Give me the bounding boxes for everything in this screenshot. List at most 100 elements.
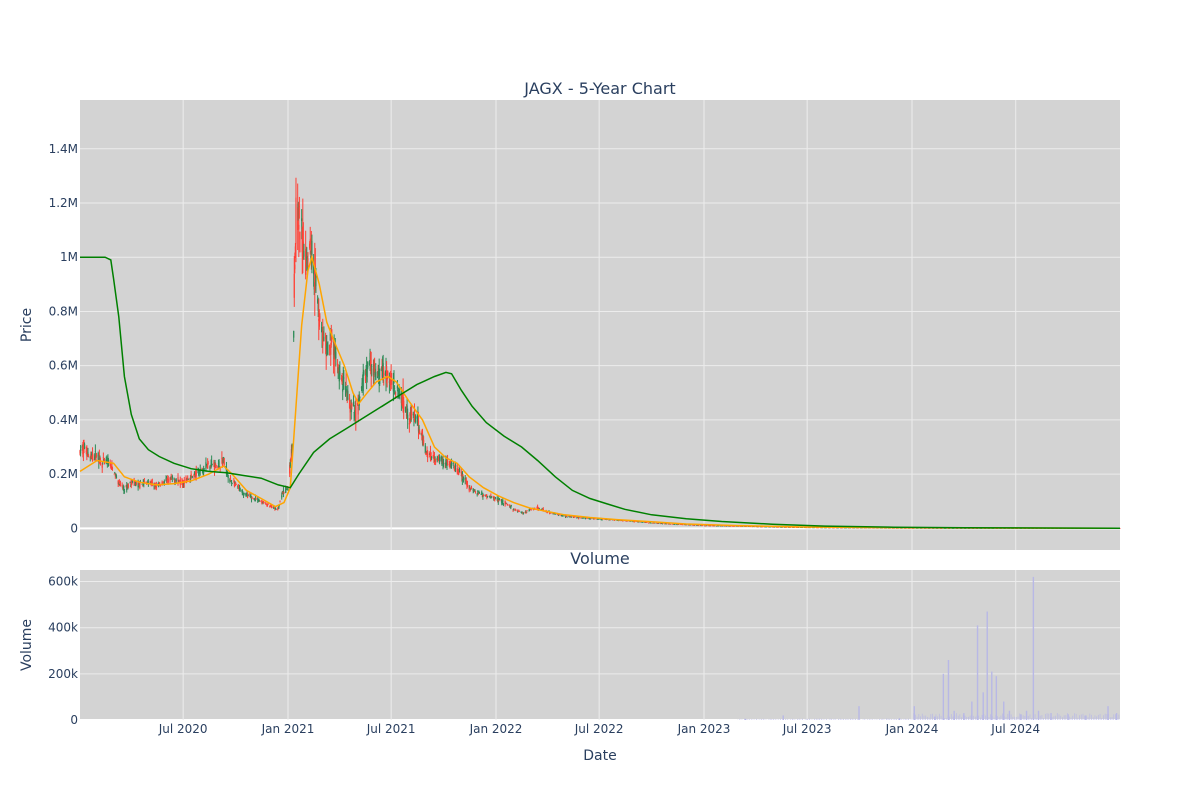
candlestick-body	[211, 462, 212, 463]
volume-bar	[946, 718, 947, 720]
volume-bar	[1098, 715, 1099, 720]
volume-bar	[864, 719, 865, 720]
x-tick-label: Jul 2020	[158, 722, 208, 736]
candlestick-body	[251, 497, 252, 498]
volume-bar	[1064, 715, 1065, 720]
volume-bar	[763, 719, 764, 720]
price-y-tick-label: 0	[70, 521, 78, 535]
volume-bar	[929, 718, 930, 720]
candlestick-body	[662, 523, 663, 524]
candlestick-body	[84, 444, 85, 448]
volume-bar	[1011, 714, 1012, 720]
price-y-tick-label: 1M	[60, 250, 78, 264]
candlestick-body	[622, 521, 623, 522]
volume-bar	[1014, 717, 1015, 720]
candlestick-body	[337, 364, 338, 365]
volume-bar	[936, 714, 937, 720]
volume-y-tick-label: 200k	[48, 667, 78, 681]
candlestick-body	[221, 458, 222, 459]
volume-y-axis-title: Volume	[19, 619, 35, 671]
volume-bar	[857, 719, 858, 720]
volume-bar	[1118, 715, 1119, 720]
volume-bar	[739, 719, 740, 720]
candlestick-body	[365, 376, 366, 380]
volume-bar	[855, 719, 856, 720]
volume-bar	[918, 714, 919, 720]
candlestick-body	[218, 461, 219, 466]
candlestick-body	[519, 511, 520, 512]
candlestick-body	[511, 506, 512, 507]
volume-bar	[1077, 718, 1078, 720]
candlestick-body	[248, 495, 249, 496]
candlestick-body	[583, 517, 584, 518]
volume-bar	[848, 719, 849, 720]
candlestick-body	[132, 481, 133, 482]
volume-bar	[987, 612, 988, 720]
candlestick-body	[481, 492, 482, 495]
candlestick-body	[514, 509, 515, 510]
volume-bar	[943, 674, 944, 720]
volume-bar	[1086, 716, 1087, 720]
candlestick-body	[168, 479, 169, 483]
volume-bar	[824, 719, 825, 720]
volume-bar	[917, 717, 918, 720]
volume-bar	[1028, 716, 1029, 720]
candlestick-body	[399, 391, 400, 394]
price-y-tick-label: 0.6M	[49, 359, 78, 373]
candlestick-body	[339, 371, 340, 375]
candlestick-body	[303, 251, 304, 257]
volume-bar	[1065, 715, 1066, 720]
x-tick-label: Jan 2023	[677, 722, 731, 736]
candlestick-body	[479, 492, 480, 493]
candlestick-body	[279, 502, 280, 503]
candlestick-body	[526, 512, 527, 513]
candlestick-body	[267, 504, 268, 505]
candlestick-body	[88, 455, 89, 456]
candlestick-body	[278, 506, 279, 509]
volume-bar	[830, 719, 831, 720]
volume-bar	[1026, 716, 1027, 720]
candlestick-body	[212, 464, 213, 465]
volume-bar	[1108, 714, 1109, 720]
candlestick-body	[397, 386, 398, 388]
candlestick-body	[443, 463, 444, 464]
candlestick-body	[646, 522, 647, 523]
candlestick-body	[585, 519, 586, 520]
x-tick-label: Jan 2022	[469, 722, 523, 736]
candlestick-body	[124, 491, 125, 492]
candlestick-body	[686, 525, 687, 526]
volume-bar	[1042, 715, 1043, 720]
volume-bar	[807, 719, 808, 720]
volume-bar	[948, 660, 949, 720]
volume-bar	[771, 719, 772, 720]
volume-bar	[990, 714, 991, 720]
candlestick-body	[295, 198, 296, 245]
volume-bar	[1059, 714, 1060, 720]
candlestick-body	[483, 495, 484, 496]
volume-bar	[930, 714, 931, 720]
candlestick-body	[228, 475, 229, 478]
candlestick-body	[346, 384, 347, 385]
price-y-tick-label: 1.4M	[49, 142, 78, 156]
volume-bar	[991, 672, 992, 720]
volume-bar	[982, 715, 983, 720]
volume-bar	[794, 719, 795, 720]
candlestick-body	[670, 524, 671, 525]
volume-bar	[1115, 714, 1116, 720]
candlestick-body	[335, 352, 336, 358]
volume-bar	[761, 719, 762, 720]
candlestick-body	[287, 488, 288, 489]
volume-bar	[1000, 716, 1001, 720]
volume-bar	[927, 717, 928, 720]
candlestick-body	[463, 478, 464, 480]
candlestick-body	[447, 460, 448, 461]
x-tick-label: Jul 2021	[366, 722, 416, 736]
volume-bar	[1071, 718, 1072, 720]
volume-bar	[953, 717, 954, 720]
candlestick-body	[374, 363, 375, 365]
candlestick-body	[176, 480, 177, 481]
candlestick-body	[714, 526, 715, 527]
volume-bar	[853, 719, 854, 720]
volume-bar	[932, 714, 933, 720]
volume-bar	[996, 676, 997, 720]
